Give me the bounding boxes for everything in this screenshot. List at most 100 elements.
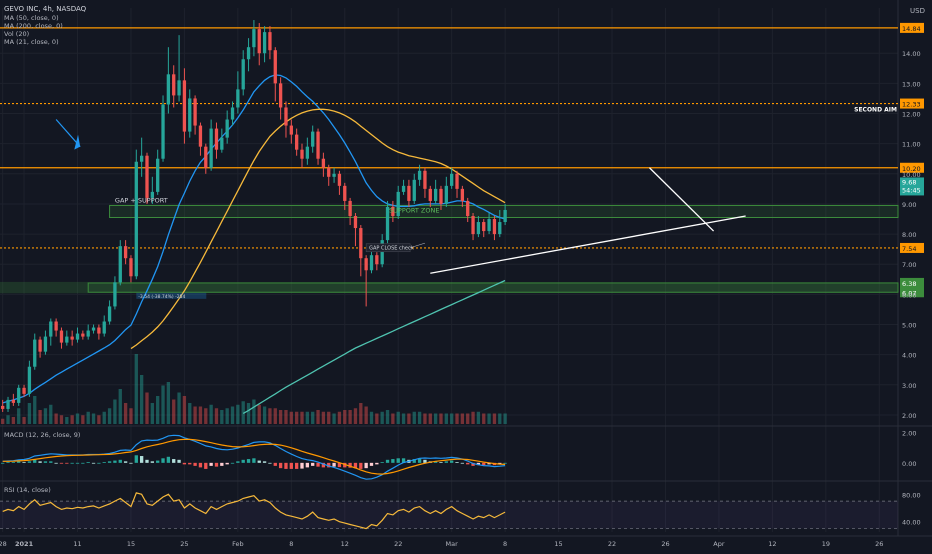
volume-bar [172,399,176,424]
macd-histogram-bar [268,462,272,464]
volume-bar [54,413,58,424]
volume-bar [166,382,171,424]
macd-histogram-bar [220,462,224,466]
macd-histogram-bar [455,462,459,463]
axes: 2.00 3.00 4.00 5.00 6.00 7.00 8.00 9.00 10.00 11.… [0,50,921,548]
volume-bar [118,389,122,424]
volume-bar [343,410,347,424]
candle-body [145,155,149,198]
macd-histogram-bar [241,459,245,463]
macd-histogram-bar [364,462,368,469]
chart-labels: GEVO INC, 4h, NASDAQ MA (50, close, 0) M… [4,5,925,494]
price-levels: 14.84 12.33 10.20 7.54 6.386.07 [0,22,924,298]
candle-body [177,80,181,96]
volume-bar [466,413,470,424]
rsi-title: RSI (14, close) [4,486,51,494]
candle-body [81,333,85,337]
macd-histogram-bar [289,462,293,469]
macd-histogram-bar [433,461,438,463]
macd-histogram-bar [252,458,256,463]
price-level-tag [900,98,924,109]
macd-histogram-bar [198,462,203,468]
macd-histogram-bar [204,462,208,469]
moving-averages [2,74,506,414]
volume-bar [278,410,283,424]
candle-body [428,188,432,201]
macd-histogram-bar [107,461,112,463]
price-axis-label: 7.00 [902,261,916,269]
volume-bar [198,406,203,424]
macd-histogram-bar [156,460,160,463]
volume-bar [27,403,32,424]
time-axis-label: 8 [503,540,507,548]
volume-bar [65,417,69,424]
volume-bar [284,410,288,424]
candle-body [252,29,256,48]
volume-bar [295,411,299,424]
price-level-tag [900,22,924,33]
macd-histogram-bar [380,462,384,463]
price-axis-label: 3.00 [902,382,916,390]
volume-bar [353,408,358,424]
macd-histogram-bar [118,459,122,463]
volume-bar [161,385,165,424]
grid-lines [0,0,932,537]
volume-bar [107,408,112,424]
volume-bar [70,415,74,424]
macd-histogram-bar [498,462,502,465]
macd-histogram-bar [359,462,363,469]
macd-histogram-bar [369,462,374,466]
time-axis-label: 26 [661,540,669,548]
volume-bar [401,413,406,424]
macd-histogram-bar [230,462,235,464]
candle-body [246,47,251,60]
zone-tag [900,287,924,298]
zone-tag [900,277,924,288]
candle-body [311,131,315,147]
rsi-axis-label: 40.00 [902,519,921,527]
volume-bar [348,410,352,424]
gap-zone-left [0,281,89,294]
volume-bar [156,396,160,424]
price-level-tag [900,242,924,253]
gap-close-label: GAP CLOSE check [369,246,414,252]
candle-body [295,134,299,150]
trendline [648,167,715,232]
gap-zone [87,282,899,293]
candle-body [182,80,187,132]
candle-body [188,98,192,132]
volume-bar [321,411,326,424]
candle-body [375,255,379,265]
macd-histogram-bar [49,461,53,463]
candle-body [348,200,352,216]
candles [1,20,507,412]
volume-bar [38,410,42,424]
volume-bar [182,396,187,424]
price-axis-label: 11.00 [902,141,921,149]
zone-tag-label: 6.38 [902,280,916,288]
candle-body [396,191,400,216]
volume-bar [33,396,37,424]
macd-histogram-bar [375,462,379,465]
time-axis-label: 28 [0,540,7,548]
candle-body [273,50,277,84]
rsi-line [2,492,506,530]
candle-body [262,32,267,54]
macd-histogram-bar [487,462,491,465]
candle-body [166,74,171,105]
volume-bar [139,375,144,424]
candle-body [33,339,37,367]
macd-histogram-bar [327,462,331,468]
candle-body [423,170,427,189]
macd-axis-label: 0.00 [902,460,916,468]
macd-histogram-bar [423,459,427,463]
volume-bar [246,403,251,424]
volume-bar [123,403,128,424]
volume-bar [193,406,197,424]
macd-histogram-bar [182,462,187,465]
macd-histogram-bar [166,456,171,463]
candle-body [134,161,138,277]
time-axis-label: 26 [875,540,883,548]
